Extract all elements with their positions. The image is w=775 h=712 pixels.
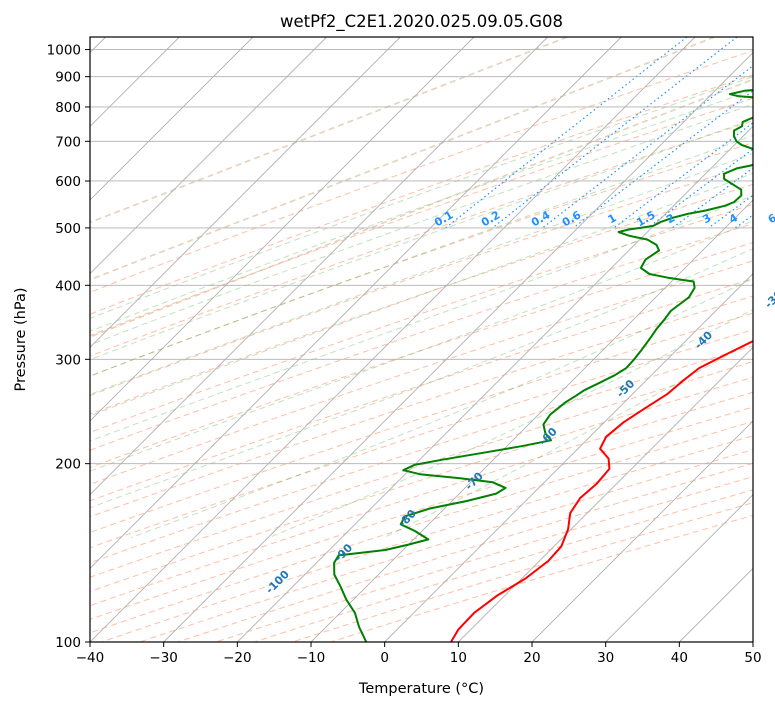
- y-tick-label: 200: [55, 457, 81, 473]
- x-tick-label: −40: [76, 650, 105, 666]
- x-tick-label: 40: [671, 650, 688, 666]
- x-tick-label: 0: [380, 650, 389, 666]
- y-tick-label: 600: [55, 174, 81, 190]
- y-axis-label: Pressure (hPa): [13, 287, 29, 391]
- y-tick-label: 400: [55, 278, 81, 294]
- y-tick-label: 1000: [47, 43, 81, 59]
- x-tick-label: 50: [744, 650, 761, 666]
- y-tick-label: 300: [55, 352, 81, 368]
- x-tick-label: 20: [523, 650, 540, 666]
- x-tick-label: 10: [450, 650, 467, 666]
- x-axis-label: Temperature (°C): [358, 681, 484, 697]
- y-tick-label: 700: [55, 134, 81, 150]
- plot-area: [90, 37, 753, 642]
- x-tick-label: 30: [597, 650, 614, 666]
- y-tick-label: 500: [55, 221, 81, 237]
- chart-title: wetPf2_C2E1.2020.025.09.05.G08: [280, 12, 563, 32]
- x-tick-label: −10: [297, 650, 326, 666]
- y-tick-label: 900: [55, 70, 81, 86]
- x-tick-label: −30: [149, 650, 178, 666]
- y-tick-label: 100: [55, 635, 81, 651]
- y-tick-label: 800: [55, 100, 81, 116]
- x-tick-label: −20: [223, 650, 252, 666]
